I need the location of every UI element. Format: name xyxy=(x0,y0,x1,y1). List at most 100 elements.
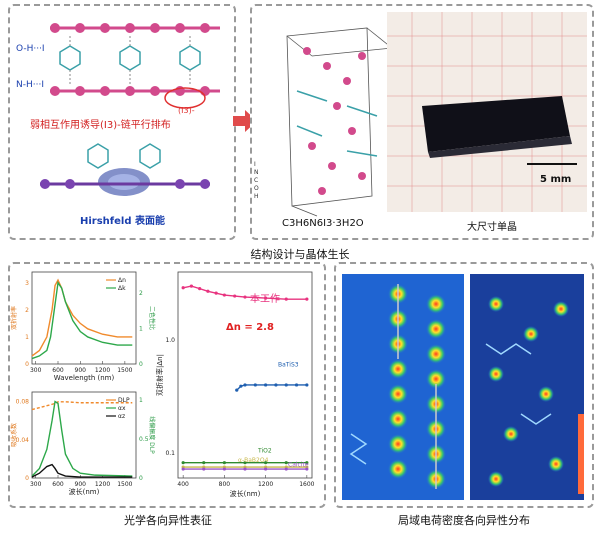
data-point-Calcite xyxy=(222,467,226,471)
y-axis-label: 吸收系数 xyxy=(10,423,18,447)
legend-label: αx xyxy=(118,405,126,412)
legend-c: C xyxy=(254,177,259,184)
data-point-本工作 xyxy=(284,297,288,301)
data-point-BaTiS3 xyxy=(253,383,257,387)
chart-frame xyxy=(31,271,137,365)
hirshfeld-label: Hirshfeld 表面能 xyxy=(80,216,165,227)
data-point-TiO2 xyxy=(264,461,268,465)
optical-anisotropy-panel: 300 600 900 1200 1500 0 1 2 3 0 1 2 Δn Δk Wavelength (… xyxy=(8,262,326,508)
x-tick-label: 1200 xyxy=(95,367,110,374)
x-axis-label: Wavelength (nm) xyxy=(54,374,115,382)
y2-tick-label: 1 xyxy=(139,326,143,333)
data-point-TiO2 xyxy=(181,461,185,465)
chart-frame xyxy=(31,391,137,479)
y-tick-label: 2 xyxy=(25,307,29,314)
y-tick-label: 1.0 xyxy=(165,337,175,344)
data-point-BaTiS3 xyxy=(243,383,247,387)
series-label: Calcite xyxy=(288,462,309,469)
data-point-BaTiS3 xyxy=(274,383,278,387)
structure-design-panel: O-H···I N-H···I (I3)- 弱相互作用诱导(I3)-链平行排布 … xyxy=(8,4,236,240)
x-axis-label: 波长(nm) xyxy=(69,487,100,496)
data-point-BaTiS3 xyxy=(239,384,243,388)
x-tick-label: 1600 xyxy=(299,481,314,488)
data-point-本工作 xyxy=(233,294,237,298)
data-point-本工作 xyxy=(189,284,193,288)
data-point-BaTiS3 xyxy=(264,383,268,387)
y-axis-label: 双折射率 xyxy=(10,306,18,330)
legend-h: H xyxy=(254,193,259,200)
x-axis-label: 波长(nm) xyxy=(230,489,261,498)
y-tick-label: 0.1 xyxy=(165,450,175,457)
y-tick-label: 0 xyxy=(25,361,29,368)
data-point-TiO2 xyxy=(222,461,226,465)
chart-frame-main xyxy=(177,271,313,479)
charge-density-maps xyxy=(342,274,584,500)
x-tick-label: 900 xyxy=(75,367,87,374)
legend-i: I xyxy=(254,161,256,168)
data-point-TiO2 xyxy=(243,461,247,465)
data-point-TiO2 xyxy=(202,461,206,465)
data-point-本工作 xyxy=(198,287,202,291)
data-point-本工作 xyxy=(206,289,210,293)
annotation-this-work: 本工作 xyxy=(250,292,280,305)
chain-structure-illustration xyxy=(40,23,220,196)
x-tick-label: 400 xyxy=(177,481,189,488)
data-point-本工作 xyxy=(181,286,185,290)
charge-density-panel xyxy=(334,262,594,508)
data-point-TiO2 xyxy=(284,461,288,465)
y-tick-label: 1 xyxy=(25,334,29,341)
x-tick-label: 1200 xyxy=(258,481,273,488)
y-tick-label: 0.08 xyxy=(16,399,30,406)
atom-legend: I N C O H xyxy=(254,161,259,201)
data-point-Calcite xyxy=(243,467,247,471)
data-point-BaTiS3 xyxy=(294,383,299,387)
data-point-本工作 xyxy=(264,296,268,300)
legend-label: Δn xyxy=(118,277,126,284)
chain-caption: 弱相互作用诱导(I3)-链平行排布 xyxy=(30,120,171,131)
data-point-BaTiS3 xyxy=(305,383,309,387)
y-axis-label: 双折射率|Δn| xyxy=(155,354,164,396)
y2-axis-label: 线偏振度 DLP xyxy=(148,416,156,454)
formula-label: C3H6N6I3·3H2O xyxy=(282,218,364,229)
data-point-Calcite xyxy=(284,467,288,471)
x-tick-label: 600 xyxy=(52,367,64,374)
y2-tick-label: 1 xyxy=(139,397,143,404)
x-tick-label: 1500 xyxy=(117,367,132,374)
legend-o: O xyxy=(254,185,259,192)
data-point-Calcite xyxy=(305,467,309,471)
crystal-caption: 大尺寸单晶 xyxy=(467,222,517,233)
series-line-αz xyxy=(31,463,133,478)
y-tick-label: 0 xyxy=(25,475,29,482)
x-tick-label: 600 xyxy=(52,481,64,488)
y2-tick-label: 0 xyxy=(139,475,143,482)
x-tick-label: 300 xyxy=(30,367,42,374)
y2-axis-label: 二色性比 xyxy=(148,306,156,330)
data-point-Calcite xyxy=(264,467,268,471)
legend-label: Δk xyxy=(118,285,126,292)
nh-label: N-H···I xyxy=(16,80,44,90)
data-point-Calcite xyxy=(202,467,206,471)
legend-n: N xyxy=(254,169,259,176)
series-line-Δk xyxy=(31,280,133,360)
series-line-DLP xyxy=(31,401,133,411)
data-point-TiO2 xyxy=(305,461,309,465)
annotation-delta-n: Δn = 2.8 xyxy=(226,322,274,333)
series-label: BaTiS3 xyxy=(278,361,299,368)
crystal-growth-panel: I N C O H 5 mm C3H6N6I3·3H2O 大尺寸单晶 xyxy=(250,4,594,240)
series-line-αx xyxy=(31,400,133,477)
y-tick-label: 3 xyxy=(25,280,29,287)
data-point-本工作 xyxy=(305,297,309,301)
oh-label: O-H···I xyxy=(16,44,45,54)
legend-label: DLP xyxy=(118,397,130,404)
x-tick-label: 1500 xyxy=(117,481,132,488)
x-tick-label: 300 xyxy=(30,481,42,488)
i3-label: (I3)- xyxy=(178,106,195,115)
data-point-本工作 xyxy=(243,295,247,299)
y2-tick-label: 0.5 xyxy=(139,436,149,443)
data-point-BaTiS3 xyxy=(235,388,239,392)
y2-tick-label: 0 xyxy=(139,361,143,368)
data-point-本工作 xyxy=(214,291,218,295)
section-title-structure: 结构设计与晶体生长 xyxy=(250,248,350,261)
data-point-Calcite xyxy=(181,467,185,471)
series-label: α-BaB2O4 xyxy=(238,457,269,464)
